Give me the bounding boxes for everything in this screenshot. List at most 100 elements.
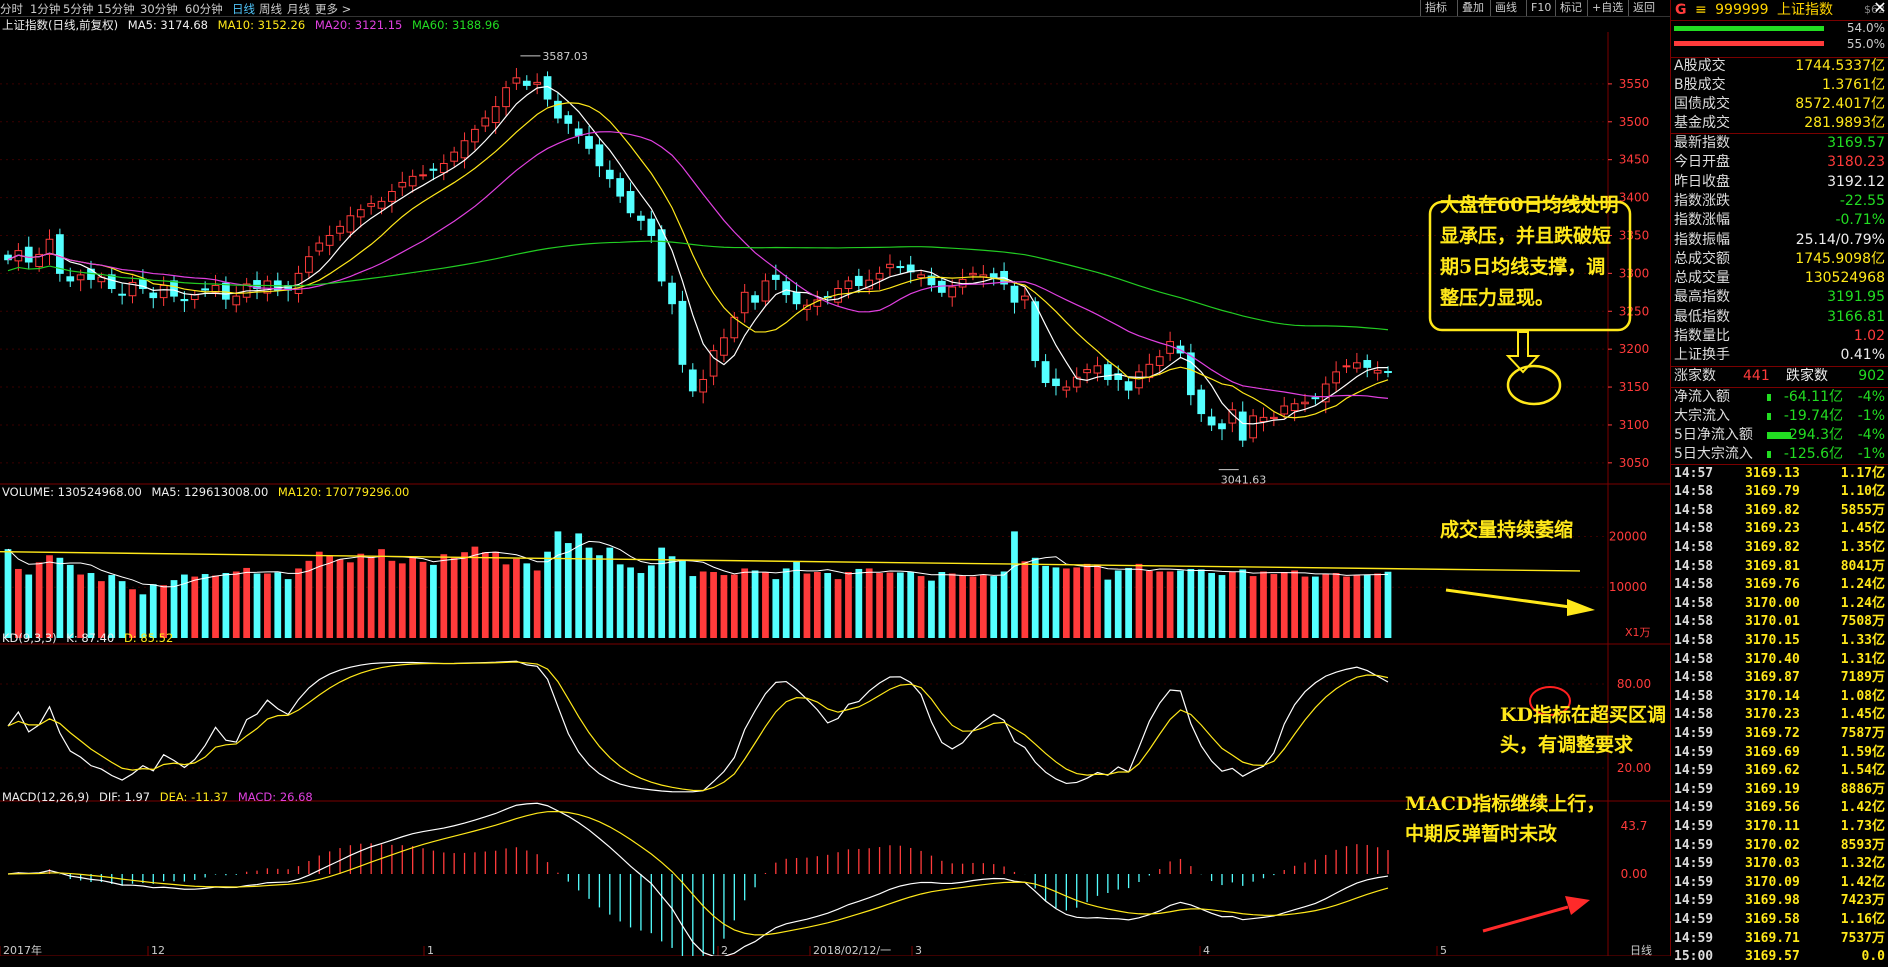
candle — [502, 80, 510, 116]
toolbar-button-5[interactable]: +自选 — [1587, 0, 1627, 16]
candle — [408, 169, 417, 193]
candle — [1342, 359, 1351, 374]
up-count-label: 涨家数 — [1674, 367, 1716, 384]
tick-price: 3169.98 — [1745, 893, 1800, 909]
candle — [170, 275, 178, 303]
tick-volume: 7587万 — [1840, 726, 1885, 741]
toolbar-button-3[interactable]: F10 — [1526, 0, 1555, 16]
volume-legend: VOLUME: 130524968.00 MA5: 129613008.00 M… — [2, 485, 415, 499]
toolbar-button-0[interactable]: 指标 — [1420, 0, 1451, 16]
tick-volume: 1.54亿 — [1840, 763, 1885, 779]
volume-bars — [4, 531, 1392, 638]
candle — [699, 369, 708, 404]
note-kd-line: KD指标在超买区调 — [1500, 704, 1666, 726]
candle — [128, 275, 137, 304]
macd-dea-line — [7, 810, 1389, 936]
tick-price: 3170.11 — [1745, 819, 1800, 834]
candle — [190, 290, 199, 309]
candle — [1197, 384, 1206, 422]
price-tick-label: 3550 — [1619, 77, 1650, 91]
volume-bar — [917, 576, 925, 638]
candle — [1321, 376, 1330, 414]
tick-price: 3169.76 — [1745, 577, 1800, 593]
tick-time: 14:58 — [1674, 633, 1714, 648]
candle — [1103, 359, 1112, 386]
vol-ma120: MA120: 170779296.00 — [277, 485, 410, 499]
period-tab-9[interactable]: 更多 > — [315, 2, 352, 16]
candle — [533, 73, 542, 95]
vol-ma5: MA5: 129613008.00 — [151, 485, 269, 499]
tick-volume: 7189万 — [1840, 670, 1885, 686]
turnover-label: A股成交 — [1674, 58, 1726, 74]
volume-bar — [1239, 569, 1247, 638]
tick-price: 3170.00 — [1745, 595, 1800, 611]
volume-bar — [1031, 557, 1039, 638]
candle — [761, 273, 770, 307]
volume-bar — [896, 572, 904, 638]
candle — [45, 229, 54, 266]
stat-label: 指数涨幅 — [1674, 212, 1730, 229]
ma10-line — [7, 102, 1389, 419]
toolbar-button-1[interactable]: 叠加 — [1457, 0, 1488, 16]
period-tab-6[interactable]: 日线 — [232, 2, 255, 16]
close-icon[interactable]: ✕ — [1873, 0, 1887, 17]
toolbar-button-6[interactable]: 返回 — [1628, 0, 1659, 16]
candle — [1114, 365, 1123, 391]
candle — [439, 154, 448, 181]
candle — [450, 146, 459, 167]
stat-label: 指数量比 — [1674, 328, 1730, 344]
period-tab-4[interactable]: 30分钟 — [140, 2, 178, 16]
period-tab-1[interactable]: 1分钟 — [30, 2, 61, 16]
volume-bar — [876, 573, 883, 638]
menu-icon[interactable]: ≡ — [1694, 2, 1707, 18]
candle — [1280, 396, 1289, 420]
tick-row: 14:59 3169.98 7423万 — [1671, 892, 1888, 911]
candle — [896, 260, 905, 274]
volume-bar — [948, 573, 956, 638]
volume-bar — [886, 572, 894, 638]
macd-title: MACD(12,26,9) — [2, 790, 90, 804]
candle — [1228, 402, 1237, 433]
tick-volume: 1.73亿 — [1840, 819, 1885, 834]
tick-volume: 1.42亿 — [1840, 874, 1885, 890]
up-bar-value: 54.0% — [1846, 21, 1885, 35]
x-label: 2017年 — [3, 943, 42, 956]
toolbar-button-4[interactable]: 标记 — [1555, 0, 1586, 16]
period-tab-8[interactable]: 月线 — [287, 2, 310, 16]
turnover-row: 基金成交 281.9893亿 — [1671, 114, 1888, 133]
volume-bar — [139, 594, 147, 638]
volume-bar — [834, 579, 842, 638]
volume-bar — [1062, 568, 1070, 638]
tick-row: 14:58 3169.82 1.35亿 — [1671, 539, 1888, 558]
volume-bar — [637, 573, 645, 638]
up-bar — [1674, 26, 1824, 31]
toolbar-button-2[interactable]: 画线 — [1490, 0, 1521, 16]
macd-arrow-head — [1565, 896, 1590, 915]
price-tick-label: 3250 — [1619, 304, 1650, 318]
volume-bar — [461, 552, 468, 638]
divider — [1671, 463, 1888, 465]
macd-legend: MACD(12,26,9) DIF: 1.97 DEA: -11.37 MACD… — [2, 790, 319, 804]
macd-dea: DEA: -11.37 — [159, 790, 229, 804]
tick-time: 14:59 — [1674, 837, 1714, 853]
volume-bar — [627, 567, 634, 638]
candle — [346, 206, 355, 238]
period-tab-0[interactable]: 分时 — [0, 2, 23, 16]
period-tab-2[interactable]: 5分钟 — [63, 2, 94, 16]
period-tab-3[interactable]: 15分钟 — [97, 2, 135, 16]
flow-value: -19.74亿 — [1783, 407, 1843, 424]
volume-bar — [1270, 574, 1278, 638]
volume-bar — [1218, 575, 1226, 638]
candle — [1000, 262, 1008, 291]
volume-bar — [492, 551, 500, 638]
candle — [574, 121, 583, 144]
candle — [367, 195, 376, 215]
volume-bar — [430, 564, 437, 638]
period-tab-7[interactable]: 周线 — [259, 2, 282, 16]
tick-price: 3169.71 — [1745, 930, 1800, 946]
stat-value: 1.02 — [1853, 328, 1885, 344]
stat-value: 130524968 — [1804, 270, 1885, 287]
tick-time: 14:59 — [1674, 726, 1714, 741]
volume-bar — [502, 564, 510, 638]
period-tab-5[interactable]: 60分钟 — [185, 2, 223, 16]
